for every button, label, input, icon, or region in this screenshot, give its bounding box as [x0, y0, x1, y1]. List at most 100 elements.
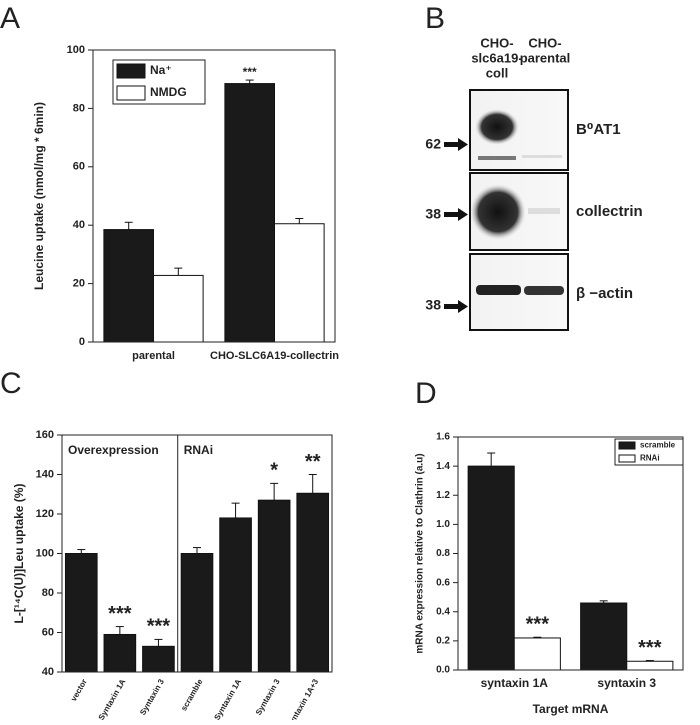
- y-tick-label: 100: [67, 44, 85, 56]
- panel-letter: B: [425, 2, 445, 35]
- y-tick-label: 0.4: [436, 606, 450, 617]
- y-tick-label: 40: [73, 219, 85, 231]
- legend-label: Na⁺: [150, 63, 172, 77]
- annotation: ***: [638, 637, 662, 659]
- bar: [257, 499, 291, 673]
- legend-swatch: [618, 454, 636, 463]
- blot-band: [476, 285, 521, 295]
- lane-label: slc6a19-: [471, 50, 522, 65]
- panel-letter: A: [0, 2, 20, 35]
- x-tick-label: Syntaxin 1A: [212, 677, 243, 720]
- y-tick-label: 1.2: [436, 490, 450, 501]
- panel-letter: D: [415, 377, 437, 410]
- y-tick-label: 0.6: [436, 577, 450, 588]
- error-bar: [487, 452, 496, 467]
- annotation: ***: [147, 616, 171, 638]
- marker-label: 38: [425, 297, 441, 313]
- error-bar: [115, 626, 124, 635]
- bar: [103, 229, 154, 343]
- x-tick-label: Syntaxin 1A+3: [285, 677, 321, 720]
- x-axis-label: Target mRNA: [533, 702, 609, 716]
- x-tick-label: Syntaxin 3: [138, 677, 166, 717]
- y-axis-label: Leucine uptake (nmol/mg * 6min): [32, 102, 46, 290]
- x-tick-label: CHO-SLC6A19-collectrin: [210, 350, 339, 362]
- lane-label: CHO-: [480, 35, 513, 50]
- y-tick-label: 160: [36, 429, 54, 441]
- x-tick-label: vector: [69, 678, 89, 703]
- bar: [626, 660, 674, 671]
- bar: [274, 223, 325, 343]
- blot-band: [470, 184, 526, 240]
- error-bar: [77, 549, 86, 554]
- bar: [296, 492, 330, 673]
- legend-label: scramble: [640, 441, 676, 450]
- annotation: *: [270, 460, 278, 482]
- error-bar: [193, 547, 201, 554]
- plot-frame: [457, 436, 684, 671]
- blot-band: [528, 208, 560, 214]
- band-label: B⁰AT1: [576, 121, 621, 138]
- y-tick-label: 80: [42, 587, 54, 599]
- error-bar: [645, 660, 654, 662]
- blot-band: [522, 155, 562, 158]
- y-tick-label: 1.0: [436, 519, 450, 530]
- error-bar: [245, 79, 254, 84]
- annotation: ***: [108, 603, 132, 625]
- error-bar: [154, 638, 163, 647]
- panel-letter: C: [0, 367, 22, 400]
- y-tick-label: 40: [42, 666, 54, 678]
- error-bar: [308, 474, 317, 494]
- y-axis-label: L-[¹⁴C(U)]Leu uptake (%): [12, 484, 26, 624]
- band-label: β −actin: [576, 285, 633, 302]
- y-tick-label: 80: [73, 102, 85, 114]
- y-tick-label: 140: [36, 468, 54, 480]
- error-bar: [533, 636, 542, 638]
- lane-label: parental: [520, 50, 571, 65]
- error-bar: [270, 482, 279, 501]
- marker-label: 38: [425, 206, 441, 222]
- legend-label: RNAi: [640, 454, 660, 463]
- y-tick-label: 60: [42, 626, 54, 638]
- plot-frame: [92, 49, 336, 343]
- annotation: **: [305, 451, 321, 473]
- error-bar: [599, 600, 608, 604]
- bar: [580, 602, 628, 671]
- bar: [142, 645, 175, 673]
- x-tick-label: syntaxin 1A: [481, 676, 549, 690]
- y-tick-label: 0.2: [436, 636, 450, 647]
- legend-swatch: [116, 63, 146, 79]
- y-tick-label: 20: [73, 278, 85, 290]
- y-tick-label: 0: [79, 336, 85, 348]
- x-tick-label: parental: [132, 350, 175, 362]
- group-label: RNAi: [184, 443, 213, 457]
- blot-band: [524, 286, 564, 295]
- group-label: Overexpression: [68, 443, 159, 457]
- blot-band: [478, 156, 516, 160]
- x-tick-label: Syntaxin 1A: [97, 677, 128, 720]
- legend-label: NMDG: [150, 85, 187, 99]
- legend-swatch: [116, 85, 146, 101]
- annotation: ***: [243, 65, 257, 79]
- x-tick-label: scramble: [179, 677, 205, 712]
- x-tick-label: Syntaxin 3: [254, 677, 282, 717]
- bar: [467, 465, 515, 671]
- y-axis-label: mRNA expression relative to Clathrin (a.…: [415, 453, 426, 653]
- y-tick-label: 120: [36, 508, 54, 520]
- bar: [180, 553, 214, 673]
- y-tick-label: 0.0: [436, 665, 450, 676]
- annotation: ***: [526, 614, 550, 636]
- blot-band: [475, 109, 519, 145]
- bar: [153, 274, 204, 343]
- bar: [219, 517, 252, 673]
- blot-arrows: [444, 138, 468, 313]
- y-tick-label: 60: [73, 161, 85, 173]
- error-bar: [124, 221, 133, 230]
- plot-frame: [61, 434, 333, 673]
- error-bar: [295, 217, 304, 224]
- y-tick-label: 100: [36, 547, 54, 559]
- y-tick-label: 0.8: [436, 548, 450, 559]
- lane-label: coll: [486, 65, 508, 80]
- error-bar: [174, 267, 183, 276]
- x-tick-label: syntaxin 3: [597, 676, 656, 690]
